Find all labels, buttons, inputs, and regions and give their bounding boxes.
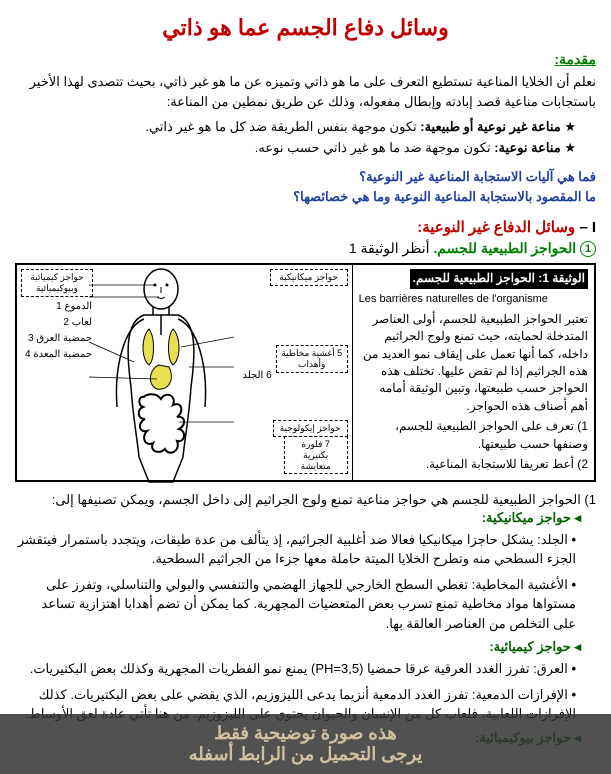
intro-heading: مقدمة: <box>15 51 596 68</box>
body-diagram <box>89 267 234 485</box>
intro-item-2-bold: مناعة نوعية: <box>494 140 561 155</box>
tri-mech: ◂ حواجز ميكانيكية: <box>15 510 581 526</box>
wm-line2: يرجى التحميل من الرابط أسفله <box>0 744 611 765</box>
doc-label: الوثيقة 1: الحواجز الطبيعية للجسم. <box>410 269 588 288</box>
doc-image-column: حواجز كيميائية وبيوكيميائية حواجز ميكاني… <box>17 265 352 480</box>
doc-para: تعتبر الحواجز الطبيعية للجسم، أولى العنا… <box>359 311 588 415</box>
intro-item-2-rest: تكون موجهة ضد ما هو غير ذاتي حسب نوعه. <box>255 140 494 155</box>
legend-eco: حواجز إيكولوجية <box>273 420 348 437</box>
doc-fr: Les barrières naturelles de l'organisme <box>359 292 588 308</box>
bullet-sweat: العرق: تفرز الغدد العرقية عرقا حمضيا (PH… <box>15 659 576 679</box>
bullet-skin: الجلد: يشكل حاجزا ميكانيكيا فعالا ضد أغل… <box>15 530 576 569</box>
legend-mech: حواجز ميكانيكية <box>270 269 348 286</box>
answer-1: 1) الحواجز الطبيعية للجسم هي حواجز مناعي… <box>15 490 596 510</box>
section-I: I – وسائل الدفاع غير النوعية: <box>15 218 596 236</box>
section-I-label: وسائل الدفاع غير النوعية: <box>417 219 575 236</box>
question-1: فما هي آليات الاستجابة المناعية غير النو… <box>15 167 596 188</box>
sub-ref: أنظر الوثيقة 1 <box>349 240 430 256</box>
rl-1: 6 الجلد <box>242 370 271 381</box>
bullet-mucous: الأغشية المخاطية: تغطي السطح الخارجي للج… <box>15 575 576 634</box>
watermark: هذه صورة توضيحية فقط يرجى التحميل من الر… <box>0 714 611 774</box>
ll-4: حمضية المعدة 4 <box>25 347 92 363</box>
question-2: ما المقصود بالاستجابة المناعية النوعية و… <box>15 187 596 208</box>
sub-label: الحواجز الطبيعية للجسم. <box>433 240 576 256</box>
intro-text: نعلم أن الخلايا المناعية تستطيع التعرف ع… <box>15 72 596 111</box>
questions: فما هي آليات الاستجابة المناعية غير النو… <box>15 167 596 209</box>
intro-item-2: مناعة نوعية: تكون موجهة ضد ما هو غير ذات… <box>15 138 576 159</box>
doc-text-column: الوثيقة 1: الحواجز الطبيعية للجسم. Les b… <box>352 265 594 480</box>
intro-item-1-bold: مناعة غير نوعية أو طبيعية: <box>420 119 560 134</box>
sub-num-circle: 1 <box>580 241 596 257</box>
left-labels: الدموع 1 لعاب 2 حمضية العرق 3 حمضية المع… <box>25 299 92 363</box>
wm-line1: هذه صورة توضيحية فقط <box>0 723 611 744</box>
intro-list: مناعة غير نوعية أو طبيعية: تكون موجهة بن… <box>15 117 576 159</box>
ll-1: الدموع 1 <box>25 299 92 315</box>
document-box: الوثيقة 1: الحواجز الطبيعية للجسم. Les b… <box>15 263 596 482</box>
sub-section-1: 1 الحواجز الطبيعية للجسم. أنظر الوثيقة 1 <box>15 240 596 257</box>
legend-chem: حواجز كيميائية وبيوكيميائية <box>21 269 93 297</box>
doc-q1: 1) تعرف على الحواجز الطبيعية للجسم، وصنف… <box>359 418 588 453</box>
intro-item-1: مناعة غير نوعية أو طبيعية: تكون موجهة بن… <box>15 117 576 138</box>
legend-flora: 7 فلورة بكتيرية متعايشة <box>284 436 348 474</box>
ll-3: حمضية العرق 3 <box>25 331 92 347</box>
page-title: وسائل دفاع الجسم عما هو ذاتي <box>15 15 596 41</box>
tri-chem: ◂ حواجز كيميائية: <box>15 639 581 655</box>
doc-q2: 2) أعط تعريفا للاستجابة المناعية. <box>359 456 588 473</box>
intro-item-1-rest: تكون موجهة بنفس الطريقة ضد كل ما هو غير … <box>145 119 420 134</box>
legend-mucous: 5 أغشية مخاطية وأهداب <box>276 345 348 373</box>
roman-I: I – <box>579 219 596 236</box>
ll-2: لعاب 2 <box>25 315 92 331</box>
